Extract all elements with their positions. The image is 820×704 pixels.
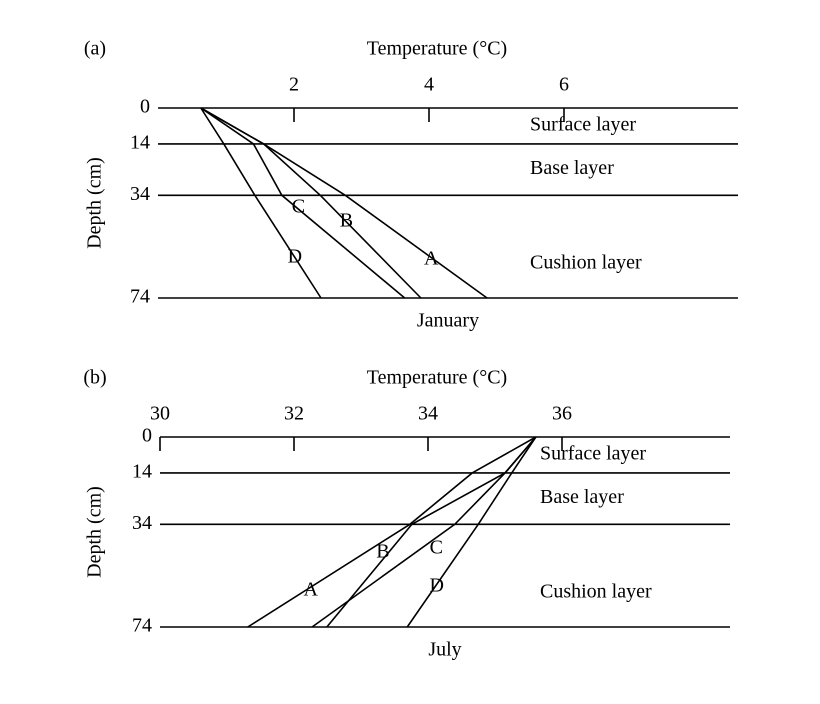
- x-tick-label: 4: [424, 74, 434, 96]
- profile-line: [200, 107, 406, 299]
- y-tick-label: 0: [142, 425, 152, 447]
- y-tick-label: 34: [130, 183, 150, 205]
- x-tick-label: 34: [418, 403, 438, 425]
- y-tick-label: 74: [130, 286, 150, 308]
- x-axis-label: Temperature (°C): [367, 38, 507, 60]
- series-label: D: [288, 245, 302, 267]
- caption: January: [417, 310, 479, 332]
- panel-label: (a): [84, 38, 106, 60]
- series-label: B: [376, 540, 389, 562]
- y-tick-label: 14: [132, 461, 152, 483]
- y-axis-label: Depth (cm): [84, 486, 106, 578]
- layer-label: Cushion layer: [530, 252, 642, 274]
- layer-label: Cushion layer: [540, 581, 652, 603]
- profile-line: [200, 107, 322, 299]
- profile-line: [326, 436, 537, 628]
- caption: July: [428, 639, 461, 661]
- x-tick-label: 2: [289, 74, 299, 96]
- y-tick-label: 34: [132, 512, 152, 534]
- series-label: A: [304, 578, 319, 600]
- x-tick-label: 32: [284, 403, 304, 425]
- x-axis-label: Temperature (°C): [367, 367, 507, 389]
- y-axis-label: Depth (cm): [84, 157, 106, 249]
- layer-label: Surface layer: [540, 443, 646, 465]
- layer-label: Base layer: [540, 486, 624, 508]
- series-label: B: [340, 209, 353, 231]
- series-label: C: [430, 536, 443, 558]
- profile-line: [200, 107, 422, 299]
- y-tick-label: 14: [130, 132, 150, 154]
- layer-label: Base layer: [530, 157, 614, 179]
- profile-line: [247, 436, 537, 628]
- profile-line: [311, 436, 537, 628]
- x-tick-label: 36: [552, 403, 572, 425]
- series-label: D: [430, 574, 444, 596]
- y-tick-label: 74: [132, 615, 152, 637]
- series-label: A: [424, 247, 439, 269]
- y-tick-label: 0: [140, 96, 150, 118]
- profile-line: [406, 436, 537, 628]
- x-tick-label: 30: [150, 403, 170, 425]
- series-label: C: [292, 195, 305, 217]
- x-tick-label: 6: [559, 74, 569, 96]
- panel-label: (b): [83, 367, 106, 389]
- layer-label: Surface layer: [530, 114, 636, 136]
